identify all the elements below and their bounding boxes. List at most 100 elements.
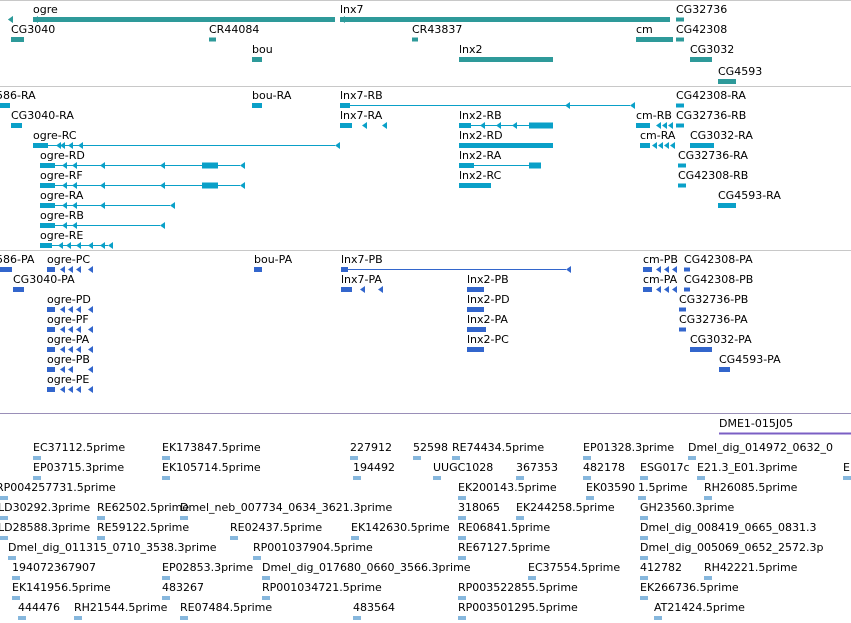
feature-block[interactable] — [459, 183, 491, 188]
feature-block[interactable] — [252, 103, 262, 108]
feature-label[interactable]: ogre-RE — [40, 229, 84, 242]
feature-label[interactable]: cm-PA — [643, 273, 678, 286]
feature-block[interactable] — [47, 347, 55, 352]
feature-label[interactable]: lnx2-RD — [459, 129, 503, 142]
est-block[interactable] — [12, 596, 20, 600]
feature-block[interactable] — [47, 387, 55, 392]
feature-label[interactable]: EK200143.5prime — [458, 481, 557, 494]
feature-label[interactable]: UUGC1028 — [433, 461, 494, 474]
feature-label[interactable]: RP004257731.5prime — [0, 481, 116, 494]
feature-label[interactable]: CG32736-RB — [676, 109, 747, 122]
feature-label[interactable]: 318065 — [458, 501, 500, 514]
est-block[interactable] — [74, 616, 82, 620]
feature-label[interactable]: CG42308 — [676, 23, 728, 36]
feature-label[interactable]: CG4593-PA — [719, 353, 781, 366]
feature-label[interactable]: ogre-PF — [47, 313, 89, 326]
feature-block[interactable] — [33, 143, 48, 148]
feature-block[interactable] — [467, 287, 484, 292]
feature-label[interactable]: 194072367907 — [12, 561, 96, 574]
feature-label[interactable]: 367353 — [516, 461, 558, 474]
feature-label[interactable]: EP03715.3prime — [33, 461, 125, 474]
feature-block[interactable] — [459, 143, 553, 148]
feature-label[interactable]: CG4593-RA — [718, 189, 781, 202]
feature-block[interactable] — [467, 347, 484, 352]
feature-label[interactable]: EK266736.5prime — [640, 581, 739, 594]
feature-label[interactable]: RH42221.5prime — [704, 561, 798, 574]
feature-label[interactable]: EC37554.5prime — [528, 561, 621, 574]
feature-label[interactable]: EP02853.3prime — [162, 561, 254, 574]
feature-block[interactable] — [467, 327, 486, 332]
feature-block[interactable] — [412, 37, 418, 42]
est-block[interactable] — [0, 516, 8, 520]
feature-label[interactable]: RE02437.5prime — [230, 521, 323, 534]
feature-label[interactable]: RE74434.5prime — [452, 441, 545, 454]
feature-block[interactable] — [643, 267, 652, 272]
feature-label[interactable]: CG32736 — [676, 3, 728, 16]
feature-label[interactable]: CG3032-RA — [690, 129, 753, 142]
feature-label[interactable]: LD30292.3prime — [0, 501, 91, 514]
est-block[interactable] — [458, 496, 466, 500]
feature-block[interactable] — [676, 37, 684, 42]
feature-label[interactable]: RP001037904.5prime — [253, 541, 373, 554]
feature-label[interactable]: Dmel_dig_008419_0665_0831.3 — [640, 521, 817, 534]
est-block[interactable] — [351, 536, 359, 540]
feature-label[interactable]: ogre-RC — [33, 129, 77, 142]
feature-label[interactable]: RE07484.5prime — [180, 601, 273, 614]
feature-label[interactable]: 586-RA — [0, 89, 36, 102]
feature-label[interactable]: ogre — [33, 3, 58, 16]
est-block[interactable] — [353, 616, 361, 620]
feature-label[interactable]: 412782 — [640, 561, 682, 574]
feature-label[interactable]: Dmel_dig_017680_0660_3566.3prime — [262, 561, 471, 574]
feature-block[interactable] — [459, 57, 553, 62]
feature-label[interactable]: CG32736-PA — [679, 313, 748, 326]
feature-block[interactable] — [636, 123, 650, 128]
feature-label[interactable]: bou-RA — [252, 89, 292, 102]
feature-label[interactable]: lnx7-RA — [340, 109, 383, 122]
feature-block[interactable] — [459, 163, 474, 168]
feature-label[interactable]: RH26085.5prime — [704, 481, 798, 494]
est-block[interactable] — [180, 616, 188, 620]
feature-label[interactable]: 482178 — [583, 461, 625, 474]
est-block[interactable] — [697, 476, 705, 480]
feature-block[interactable] — [11, 123, 22, 128]
feature-block[interactable] — [40, 163, 55, 168]
est-block[interactable] — [458, 536, 466, 540]
feature-block[interactable] — [679, 307, 686, 312]
est-block[interactable] — [516, 476, 524, 480]
feature-label[interactable]: lnx2-PC — [467, 333, 509, 346]
feature-label[interactable]: CG32736-PB — [679, 293, 749, 306]
feature-label[interactable]: EK173847.5prime — [162, 441, 261, 454]
feature-block[interactable] — [47, 307, 55, 312]
est-block[interactable] — [433, 476, 441, 480]
feature-block[interactable] — [40, 223, 55, 228]
est-block[interactable] — [640, 596, 648, 600]
est-block[interactable] — [458, 516, 466, 520]
feature-label[interactable]: EK142630.5prime — [351, 521, 450, 534]
est-block[interactable] — [654, 616, 662, 620]
est-block[interactable] — [583, 476, 591, 480]
feature-label[interactable]: ogre-PE — [47, 373, 90, 386]
est-block[interactable] — [458, 596, 466, 600]
feature-block[interactable] — [636, 37, 673, 42]
feature-block[interactable] — [202, 182, 218, 189]
feature-label[interactable]: 1.5prime — [638, 481, 688, 494]
est-block[interactable] — [253, 556, 261, 560]
est-block[interactable] — [97, 516, 105, 520]
est-block[interactable] — [12, 576, 20, 580]
est-block[interactable] — [458, 556, 466, 560]
est-block[interactable] — [458, 616, 466, 620]
feature-block[interactable] — [254, 267, 262, 272]
feature-block[interactable] — [0, 103, 10, 108]
est-block[interactable] — [18, 616, 26, 620]
feature-label[interactable]: EK244258.5prime — [516, 501, 615, 514]
feature-block[interactable] — [679, 327, 686, 332]
feature-label[interactable]: 483564 — [353, 601, 395, 614]
feature-block[interactable] — [467, 307, 484, 312]
feature-block[interactable] — [690, 143, 714, 148]
est-block[interactable] — [262, 596, 270, 600]
feature-block[interactable] — [529, 162, 541, 169]
est-block[interactable] — [162, 596, 170, 600]
feature-block[interactable] — [676, 103, 684, 108]
feature-label[interactable]: cm — [636, 23, 653, 36]
feature-block[interactable] — [678, 183, 686, 188]
